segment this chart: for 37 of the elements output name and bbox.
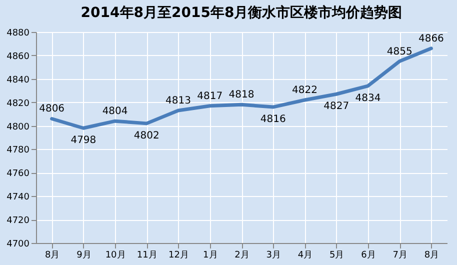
x-tick-label: 9月 [76,250,92,260]
x-tick-label: 12月 [168,250,189,260]
x-tick-label: 5月 [329,250,344,260]
y-tick-label: 4760 [6,169,30,180]
data-label: 4834 [355,92,381,104]
x-tick-label: 7月 [392,250,408,260]
x-tick-label: 4月 [298,250,313,260]
data-label: 4866 [418,33,444,44]
x-tick-label: 11月 [136,250,158,260]
data-label: 4827 [324,101,350,112]
data-label: 4816 [260,114,286,126]
data-label: 4804 [102,106,128,118]
data-label: 4813 [166,96,191,107]
data-label: 4817 [197,90,223,102]
x-tick-label: 6月 [361,250,376,260]
data-label: 4802 [134,130,160,142]
data-label: 4798 [70,135,96,146]
x-tick-label: 2月 [234,250,250,260]
y-tick-label: 4720 [6,216,30,226]
y-tick-label: 4820 [6,98,30,109]
x-tick-label: 8月 [424,250,440,260]
y-tick-label: 4860 [6,52,30,62]
x-tick-label: 1月 [203,250,218,260]
y-tick-label: 4700 [6,240,30,250]
data-label: 4818 [228,90,254,101]
x-tick-label: 8月 [44,250,60,260]
chart-title: 2014年8月至2015年8月衡水市区楼市均价趋势图 [80,4,402,21]
data-label: 4822 [292,84,318,96]
data-label: 4855 [386,46,412,58]
x-tick-label: 3月 [266,250,281,260]
x-tick-label: 10月 [105,250,126,260]
y-tick-label: 4880 [6,28,30,38]
y-tick-label: 4840 [6,75,30,86]
y-tick-label: 4800 [6,122,30,132]
y-tick-label: 4780 [6,146,30,156]
y-tick-label: 4740 [6,192,30,203]
data-label: 4806 [39,104,65,115]
